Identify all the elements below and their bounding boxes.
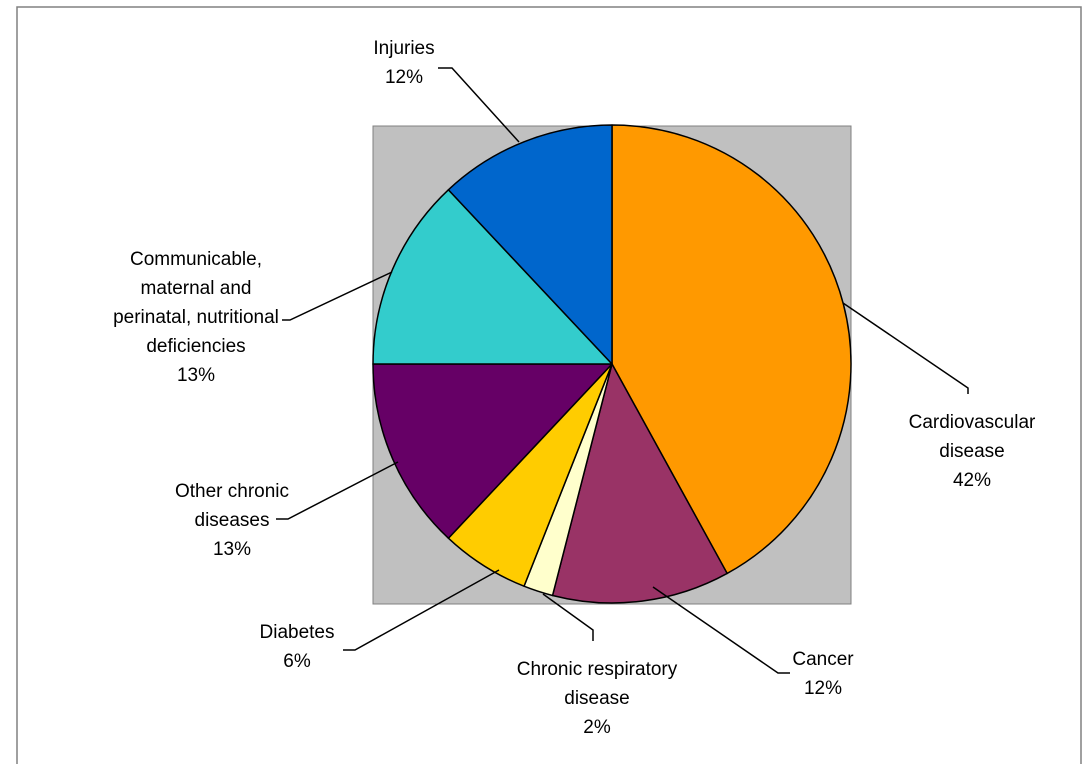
data-label-6: Communicable, maternal and perinatal, nutr… bbox=[113, 249, 279, 386]
leader-line-6 bbox=[282, 271, 393, 321]
leader-line-1 bbox=[842, 302, 969, 394]
data-label-line: Diabetes bbox=[260, 622, 335, 643]
data-label-line: deficiencies bbox=[146, 336, 245, 357]
pie-slice-5 bbox=[372, 363, 613, 539]
data-label-value: 6% bbox=[283, 651, 311, 672]
pie-slice-2 bbox=[551, 363, 728, 604]
data-label-line: Cancer bbox=[792, 649, 854, 670]
pie-slice-1 bbox=[611, 124, 852, 575]
pie-slice-6 bbox=[372, 189, 613, 365]
data-label-2: Cancer 12% bbox=[792, 649, 854, 699]
data-label-line: maternal and bbox=[141, 278, 252, 299]
data-label-line: diseases bbox=[195, 510, 270, 531]
data-label-value: 2% bbox=[583, 717, 611, 738]
pie-slices bbox=[372, 124, 852, 604]
data-label-line: disease bbox=[939, 441, 1005, 462]
data-label-4: Diabetes 6% bbox=[260, 622, 335, 672]
data-label-5: Other chronic diseases 13% bbox=[175, 481, 289, 560]
data-label-value: 12% bbox=[385, 67, 423, 88]
data-label-line: perinatal, nutritional bbox=[113, 307, 279, 328]
data-label-line: Chronic respiratory bbox=[517, 659, 678, 680]
data-label-value: 42% bbox=[953, 470, 991, 491]
data-label-line: Communicable, bbox=[130, 249, 262, 270]
data-label-3: Chronic respiratory disease 2% bbox=[517, 659, 678, 738]
leader-line-2 bbox=[652, 586, 790, 674]
data-label-value: 13% bbox=[177, 365, 215, 386]
leader-line-3 bbox=[542, 593, 594, 641]
leader-line-4 bbox=[343, 569, 500, 651]
leader-line-5 bbox=[276, 461, 399, 520]
pie-slice-7 bbox=[447, 124, 613, 365]
leader-lines bbox=[276, 67, 969, 674]
data-label-line: Other chronic bbox=[175, 481, 289, 502]
data-label-1: Cardiovascular disease 42% bbox=[909, 412, 1036, 491]
data-labels: Cardiovascular disease 42% Cancer 12% Chronic… bbox=[113, 38, 1036, 738]
leader-line-7 bbox=[438, 67, 520, 143]
data-label-line: Cardiovascular bbox=[909, 412, 1036, 433]
data-label-value: 12% bbox=[804, 678, 842, 699]
data-label-line: disease bbox=[564, 688, 630, 709]
data-label-value: 13% bbox=[213, 539, 251, 560]
data-label-7: Injuries 12% bbox=[373, 38, 434, 88]
data-label-line: Injuries bbox=[373, 38, 434, 59]
